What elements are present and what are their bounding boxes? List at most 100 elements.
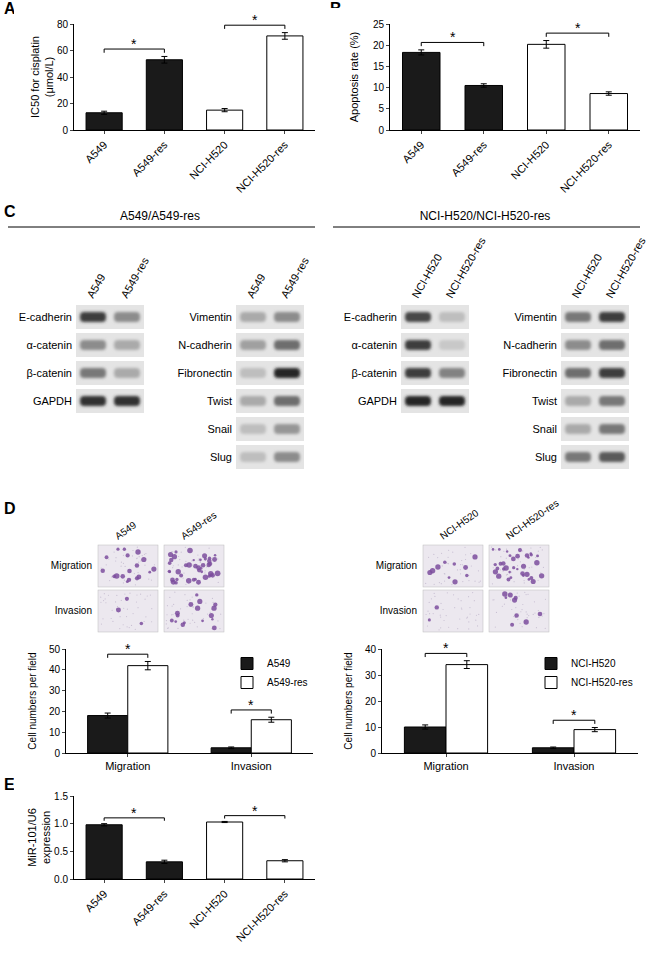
svg-text:NCI-H520-res: NCI-H520-res <box>603 235 648 300</box>
svg-text:*: * <box>131 36 137 52</box>
svg-text:Vimentin: Vimentin <box>514 311 557 323</box>
svg-text:Twist: Twist <box>207 395 232 407</box>
svg-text:Fibronectin: Fibronectin <box>178 367 232 379</box>
svg-text:A549-res: A549-res <box>278 255 311 300</box>
svg-text:NCI-H520: NCI-H520 <box>187 888 230 931</box>
svg-text:N-cadherin: N-cadherin <box>178 339 232 351</box>
svg-text:A549: A549 <box>113 519 139 542</box>
svg-text:*: * <box>252 12 258 28</box>
svg-text:NCI-H520/NCI-H520-res: NCI-H520/NCI-H520-res <box>420 209 551 223</box>
svg-text:Cell numbers per field: Cell numbers per field <box>343 652 354 749</box>
svg-text:Fibronectin: Fibronectin <box>503 367 557 379</box>
svg-text:MiR-101/U6expression: MiR-101/U6expression <box>26 808 52 867</box>
svg-text:Cell numbers per field: Cell numbers per field <box>27 652 38 749</box>
svg-text:β-catenin: β-catenin <box>27 367 72 379</box>
svg-text:A549-res: A549-res <box>179 509 219 541</box>
svg-text:Migration: Migration <box>105 760 150 772</box>
svg-text:Migration: Migration <box>51 560 92 571</box>
svg-text:A549: A549 <box>83 888 110 915</box>
svg-text:A549/A549-res: A549/A549-res <box>120 209 200 223</box>
svg-text:Invasion: Invasion <box>231 760 272 772</box>
svg-text:NCI-H520: NCI-H520 <box>571 658 616 669</box>
svg-text:Snail: Snail <box>208 423 232 435</box>
svg-text:α-catenin: α-catenin <box>352 339 398 351</box>
svg-text:20: 20 <box>373 40 385 51</box>
svg-text:NCI-H520-res: NCI-H520-res <box>234 887 291 944</box>
svg-text:Apoptosis rate (%): Apoptosis rate (%) <box>348 32 360 122</box>
svg-text:N-cadherin: N-cadherin <box>503 339 557 351</box>
svg-text:A549-res: A549-res <box>130 138 170 178</box>
svg-text:NCI-H520: NCI-H520 <box>569 252 604 300</box>
svg-text:IC50 for cisplatin(μmol/L): IC50 for cisplatin(μmol/L) <box>29 36 55 118</box>
svg-text:0: 0 <box>370 748 376 759</box>
svg-text:NCI-H520-res: NCI-H520-res <box>504 500 561 542</box>
svg-text:Snail: Snail <box>533 423 557 435</box>
svg-text:E-cadherin: E-cadherin <box>344 311 397 323</box>
svg-text:E-cadherin: E-cadherin <box>19 311 72 323</box>
svg-text:NCI-H520-res: NCI-H520-res <box>234 138 291 195</box>
svg-text:A549: A549 <box>84 272 107 300</box>
svg-text:Invasion: Invasion <box>380 605 417 616</box>
svg-text:10: 10 <box>49 727 61 738</box>
svg-text:A549: A549 <box>83 139 110 166</box>
svg-text:NCI-H520-res: NCI-H520-res <box>571 677 633 688</box>
svg-text:25: 25 <box>373 19 385 30</box>
svg-text:Vimentin: Vimentin <box>189 311 232 323</box>
svg-text:A549-res: A549-res <box>130 887 170 927</box>
svg-text:*: * <box>443 640 449 656</box>
svg-text:0: 0 <box>62 125 68 136</box>
svg-text:20: 20 <box>57 98 69 109</box>
svg-text:*: * <box>450 29 456 45</box>
svg-text:NCI-H520: NCI-H520 <box>508 139 551 182</box>
svg-text:0.5: 0.5 <box>54 846 68 857</box>
svg-text:β-catenin: β-catenin <box>352 367 397 379</box>
svg-text:Invasion: Invasion <box>55 605 92 616</box>
svg-text:1.0: 1.0 <box>54 818 68 829</box>
svg-text:Twist: Twist <box>532 395 557 407</box>
svg-text:NCI-H520-res: NCI-H520-res <box>558 138 615 195</box>
svg-text:α-catenin: α-catenin <box>27 339 73 351</box>
svg-text:30: 30 <box>365 670 377 681</box>
svg-text:5: 5 <box>378 103 384 114</box>
svg-text:Slug: Slug <box>535 451 557 463</box>
svg-text:30: 30 <box>49 685 61 696</box>
svg-text:60: 60 <box>57 45 69 56</box>
svg-text:50: 50 <box>49 644 61 655</box>
svg-text:10: 10 <box>373 82 385 93</box>
svg-text:A549-res: A549-res <box>267 677 308 688</box>
svg-text:*: * <box>125 641 131 657</box>
svg-text:0.0: 0.0 <box>54 874 68 885</box>
svg-text:Slug: Slug <box>210 451 232 463</box>
svg-text:40: 40 <box>49 664 61 675</box>
svg-text:Invasion: Invasion <box>554 760 595 772</box>
svg-text:*: * <box>571 707 577 723</box>
svg-text:A549: A549 <box>244 272 267 300</box>
svg-text:80: 80 <box>57 19 69 30</box>
svg-text:20: 20 <box>49 706 61 717</box>
svg-text:NCI-H520: NCI-H520 <box>187 139 230 182</box>
svg-text:Migration: Migration <box>376 560 417 571</box>
svg-text:0: 0 <box>54 748 60 759</box>
svg-text:*: * <box>248 697 254 713</box>
svg-text:15: 15 <box>373 61 385 72</box>
svg-text:NCI-H520-res: NCI-H520-res <box>443 235 488 300</box>
svg-text:GAPDH: GAPDH <box>33 395 72 407</box>
svg-text:40: 40 <box>57 72 69 83</box>
svg-text:NCI-H520: NCI-H520 <box>409 252 444 300</box>
svg-text:A549-res: A549-res <box>449 138 489 178</box>
svg-text:1.5: 1.5 <box>54 791 68 802</box>
svg-text:NCI-H520: NCI-H520 <box>438 507 481 542</box>
svg-text:*: * <box>575 20 581 36</box>
svg-text:40: 40 <box>365 644 377 655</box>
svg-text:10: 10 <box>365 722 377 733</box>
svg-text:0: 0 <box>378 125 384 136</box>
html-text:A: A <box>4 0 16 17</box>
svg-text:A549-res: A549-res <box>118 255 151 300</box>
svg-text:A549: A549 <box>400 139 427 166</box>
svg-text:GAPDH: GAPDH <box>358 395 397 407</box>
svg-text:A549: A549 <box>267 658 291 669</box>
svg-text:Migration: Migration <box>423 760 468 772</box>
svg-text:*: * <box>252 803 258 819</box>
svg-text:*: * <box>131 805 137 821</box>
svg-text:20: 20 <box>365 696 377 707</box>
